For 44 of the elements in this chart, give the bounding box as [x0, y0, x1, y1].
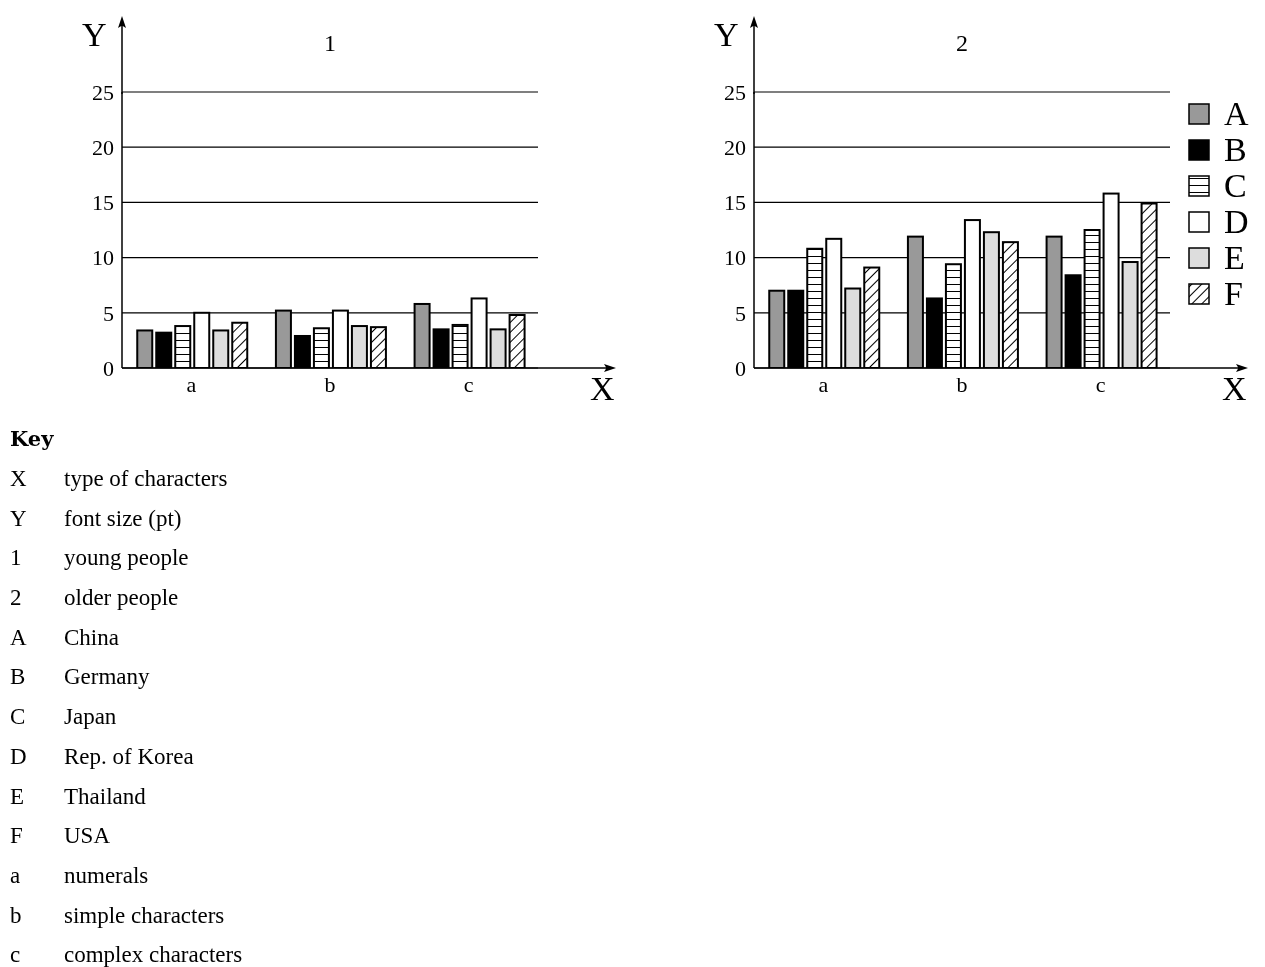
text: A China [10, 624, 119, 650]
x-tick-label: a [186, 371, 197, 397]
y-tick-label: 0 [735, 355, 746, 381]
text: F USA [10, 823, 111, 849]
x-tick-label: c [463, 371, 474, 397]
x-tick-label: a [818, 371, 829, 397]
y-axis-title: Y [714, 16, 739, 54]
text: a numerals [10, 862, 149, 888]
text: B Germany [10, 664, 150, 690]
x-tick-label: b [956, 371, 968, 397]
y-tick-label: 15 [724, 190, 746, 216]
text: Y font size (pt) [10, 505, 182, 531]
y-tick-label: 25 [724, 79, 746, 105]
x-tick-label: c [1095, 371, 1106, 397]
legend-label: F [1224, 275, 1243, 312]
text: c complex characters [10, 942, 243, 967]
y-tick-label: 5 [735, 300, 746, 326]
text: 2 older people [10, 585, 179, 611]
text: C Japan [10, 704, 117, 730]
chart-title: 2 [956, 30, 968, 56]
y-tick-label: 10 [724, 245, 746, 271]
text: Key [10, 426, 55, 453]
legend-label: C [1224, 167, 1247, 204]
text: b simple characters [10, 902, 225, 928]
chart-title: 1 [324, 30, 336, 56]
legend-label: A [1224, 95, 1249, 132]
y-tick-label: 15 [92, 190, 114, 216]
y-tick-label: 25 [92, 79, 114, 105]
text: X type of characters [10, 466, 228, 491]
y-tick-label: 5 [103, 300, 114, 326]
x-axis-title: X [1222, 370, 1247, 408]
text: 1 young people [10, 545, 189, 571]
y-tick-label: 0 [103, 355, 114, 381]
y-axis-title: Y [82, 16, 107, 54]
legend-label: E [1224, 239, 1245, 276]
text: D Rep. of Korea [10, 743, 194, 769]
y-tick-label: 20 [724, 135, 746, 161]
x-tick-label: b [324, 371, 336, 397]
y-tick-label: 20 [92, 135, 114, 161]
text: E Thailand [10, 783, 146, 809]
legend-label: B [1224, 131, 1247, 168]
x-axis-title: X [590, 370, 615, 408]
y-tick-label: 10 [92, 245, 114, 271]
legend-label: D [1224, 203, 1249, 240]
